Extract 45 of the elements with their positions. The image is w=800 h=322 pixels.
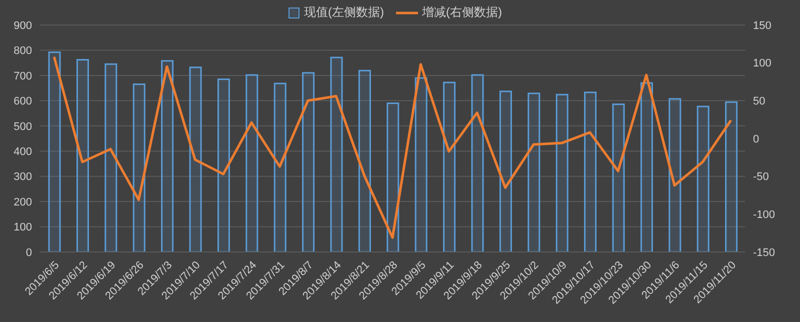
y-tick-label: 200 bbox=[14, 196, 32, 208]
y2-tick-label: 100 bbox=[753, 58, 772, 70]
bar bbox=[246, 74, 258, 252]
y2-tick-label: -100 bbox=[753, 209, 776, 222]
y2-tick-label: 50 bbox=[753, 96, 766, 108]
line-series bbox=[52, 56, 732, 239]
bar bbox=[189, 66, 202, 252]
bar bbox=[76, 59, 89, 252]
legend-label: 现值(左侧数据) bbox=[304, 4, 384, 21]
y2-tick-label: -150 bbox=[753, 246, 776, 259]
bar bbox=[161, 60, 174, 252]
y2-tick-label: 150 bbox=[753, 20, 772, 32]
y-tick-label: 400 bbox=[14, 146, 32, 158]
bar bbox=[443, 82, 456, 252]
bar bbox=[471, 74, 484, 252]
y-tick-label: 600 bbox=[14, 96, 32, 108]
y-tick-label: 700 bbox=[14, 70, 32, 82]
bar bbox=[132, 84, 146, 252]
bar bbox=[584, 92, 597, 252]
y-tick-label: 800 bbox=[14, 45, 32, 58]
bar bbox=[528, 92, 540, 252]
bar bbox=[414, 77, 428, 252]
bar bbox=[640, 82, 653, 252]
bar bbox=[104, 63, 118, 252]
bar bbox=[217, 78, 230, 252]
y-tick-label: 100 bbox=[14, 222, 32, 234]
bar bbox=[330, 56, 343, 252]
bar bbox=[668, 98, 682, 252]
y-tick-label: 0 bbox=[26, 246, 32, 259]
bar bbox=[274, 82, 286, 252]
bar bbox=[725, 101, 738, 252]
y2-tick-label: 0 bbox=[753, 133, 760, 146]
bar bbox=[612, 103, 625, 252]
bar bbox=[358, 70, 371, 252]
bar bbox=[48, 51, 61, 252]
bar bbox=[386, 102, 400, 252]
y-tick-label: 900 bbox=[14, 20, 32, 32]
y-tick-label: 300 bbox=[14, 171, 32, 184]
y-tick-label: 500 bbox=[14, 120, 32, 133]
bar bbox=[696, 106, 710, 252]
y2-tick-label: -50 bbox=[753, 171, 769, 184]
legend-label: 增减(右侧数据) bbox=[422, 4, 502, 21]
bar bbox=[556, 94, 568, 252]
bar bbox=[302, 72, 315, 252]
bar bbox=[499, 90, 512, 252]
